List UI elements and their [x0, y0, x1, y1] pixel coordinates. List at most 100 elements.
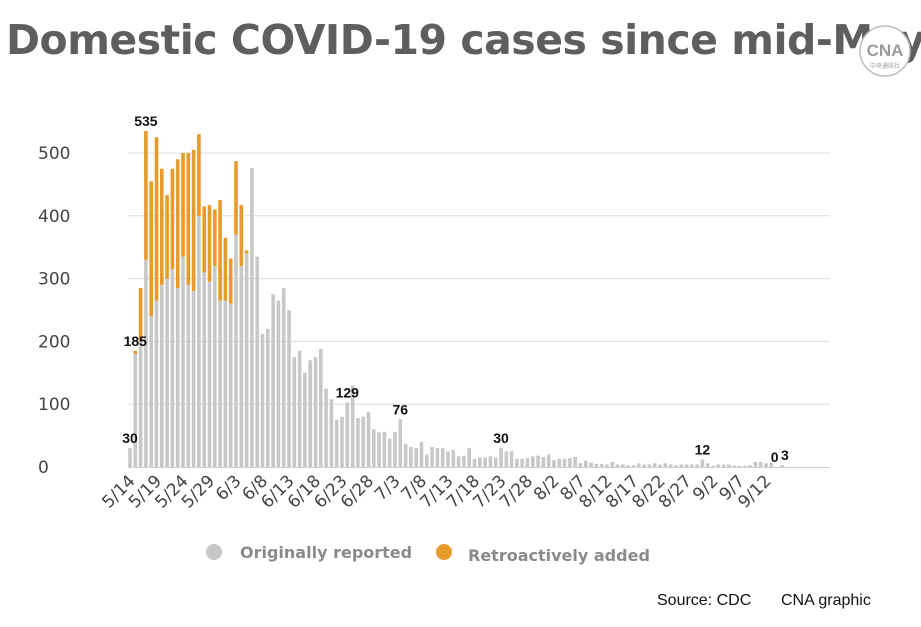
bar-original — [753, 461, 758, 467]
data-label: 30 — [493, 430, 509, 446]
bar-original — [467, 448, 471, 467]
bar-original — [425, 454, 429, 467]
bar-original — [340, 416, 344, 467]
bar-original — [440, 448, 445, 467]
bar-original — [435, 448, 440, 467]
bar-original — [329, 399, 334, 467]
bar-original — [769, 462, 774, 467]
bar-original — [525, 458, 530, 467]
bar-original — [727, 464, 731, 467]
bar-original — [711, 465, 715, 467]
data-label: 535 — [134, 113, 158, 129]
bar-original — [515, 458, 519, 467]
bar-original — [663, 463, 668, 467]
bar-original — [520, 458, 524, 467]
bar-retroactive — [133, 350, 138, 354]
bar-original — [170, 269, 175, 467]
bar-original — [504, 451, 509, 467]
bar-retroactive — [170, 168, 175, 270]
logo-text: CNA — [867, 41, 904, 60]
bar-original — [313, 357, 318, 467]
bar-original — [308, 360, 312, 467]
bar-original — [345, 402, 350, 467]
bar-original — [223, 300, 228, 467]
bar-original — [478, 457, 482, 467]
bar-original — [721, 464, 726, 467]
data-label: 76 — [393, 401, 409, 417]
bar-original — [271, 294, 275, 467]
bar-retroactive — [213, 209, 217, 267]
data-label: 129 — [336, 384, 360, 400]
bar-original — [557, 458, 562, 467]
bar-original — [255, 256, 259, 467]
bar-original — [737, 465, 742, 467]
bar-original — [393, 431, 397, 467]
bar-retroactive — [234, 161, 238, 235]
bars — [128, 131, 784, 467]
bar-original — [509, 451, 514, 467]
bar-original — [250, 168, 254, 467]
bar-retroactive — [149, 181, 153, 317]
bar-original — [610, 461, 615, 467]
bar-original — [398, 419, 403, 467]
bar-original — [668, 464, 673, 467]
bar-original — [647, 464, 652, 467]
bar-original — [705, 463, 710, 467]
bar-original — [218, 300, 222, 467]
bar-original — [419, 441, 424, 467]
bar-original — [276, 300, 281, 467]
bar-original — [684, 464, 689, 467]
bar-original — [780, 465, 784, 467]
bar-original — [239, 266, 244, 467]
bar-original — [228, 303, 233, 467]
x-axis: 5/145/195/245/296/36/86/136/186/236/287/… — [98, 471, 775, 512]
legend-swatch-retroactive — [436, 544, 452, 560]
bar-original — [758, 461, 763, 467]
bar-original — [700, 459, 705, 467]
bar-original — [732, 465, 736, 467]
bar-original — [297, 350, 302, 467]
bar-original — [456, 456, 461, 467]
legend-swatch-original — [206, 544, 222, 560]
data-label: 12 — [695, 442, 711, 458]
bar-original — [160, 284, 164, 467]
credit-note: CNA graphic — [781, 592, 871, 609]
data-label: 0 — [771, 449, 779, 465]
bar-original — [387, 438, 392, 467]
bar-original — [605, 464, 609, 467]
bar-original — [472, 458, 477, 467]
bar-original — [266, 328, 270, 467]
bar-original — [695, 464, 699, 467]
source-note: Source: CDC — [657, 592, 752, 609]
y-tick-label: 200 — [38, 332, 70, 352]
bar-original — [281, 288, 286, 467]
bar-retroactive — [228, 258, 233, 304]
bar-original — [372, 429, 376, 467]
bar-original — [716, 464, 721, 467]
bar-original — [213, 266, 217, 467]
data-label: 3 — [781, 447, 789, 463]
bar-original — [260, 333, 265, 467]
bar-original — [292, 357, 297, 467]
bar-original — [403, 443, 408, 467]
bar-original — [493, 457, 498, 467]
bar-original — [377, 432, 381, 467]
bar-retroactive — [223, 237, 228, 301]
bar-original — [679, 464, 683, 467]
bar-retroactive — [197, 134, 201, 216]
bar-original — [578, 463, 583, 467]
bar-original — [430, 446, 434, 467]
bar-original — [488, 456, 493, 467]
bar-original — [303, 372, 307, 467]
bar-original — [191, 291, 196, 467]
bar-retroactive — [181, 153, 185, 257]
cna-logo: CNA 中央通訊社 — [858, 24, 912, 78]
legend-label-retroactive: Retroactively added — [468, 546, 650, 565]
bar-retroactive — [239, 205, 244, 267]
bar-retroactive — [218, 200, 222, 301]
bar-original — [197, 215, 201, 467]
bar-original — [631, 465, 636, 467]
y-tick-label: 300 — [38, 270, 70, 290]
bar-original — [658, 464, 662, 467]
bar-original — [324, 388, 328, 467]
